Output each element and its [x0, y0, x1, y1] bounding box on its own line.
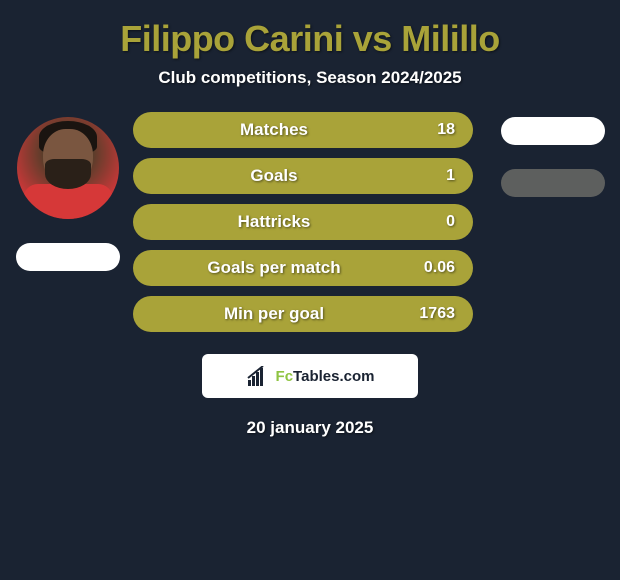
right-avatar-column: [495, 112, 610, 221]
brand-text: FcTables.com: [276, 368, 375, 385]
stat-value: 0.06: [415, 259, 455, 277]
brand-prefix: Fc: [276, 368, 294, 385]
comparison-title: Filippo Carini vs Milillo: [0, 0, 620, 68]
stats-column: Matches 18 Goals 1 Hattricks 0 Goals per…: [125, 112, 495, 342]
avatar-beard: [45, 159, 91, 189]
date-text: 20 january 2025: [0, 418, 620, 438]
stat-label: Goals: [133, 166, 415, 186]
stat-value: 1: [415, 167, 455, 185]
stat-row-matches: Matches 18: [133, 112, 473, 148]
stat-label: Hattricks: [133, 212, 415, 232]
player1-pill: [16, 243, 120, 271]
stat-row-hattricks: Hattricks 0: [133, 204, 473, 240]
content-row: Matches 18 Goals 1 Hattricks 0 Goals per…: [0, 112, 620, 342]
avatar-shirt: [23, 184, 113, 219]
brand-badge: FcTables.com: [202, 354, 418, 398]
left-avatar-column: [10, 112, 125, 271]
stat-value: 1763: [415, 305, 455, 323]
stat-row-min-per-goal: Min per goal 1763: [133, 296, 473, 332]
subtitle: Club competitions, Season 2024/2025: [0, 68, 620, 88]
stat-label: Matches: [133, 120, 415, 140]
stat-value: 0: [415, 213, 455, 231]
brand-suffix: Tables.com: [293, 368, 374, 385]
brand-chart-icon: [246, 366, 270, 386]
player2-pill-bottom: [501, 169, 605, 197]
title-vs: vs: [353, 18, 392, 59]
stat-value: 18: [415, 121, 455, 139]
stat-row-goals: Goals 1: [133, 158, 473, 194]
stat-label: Min per goal: [133, 304, 415, 324]
player1-avatar: [17, 117, 119, 219]
stat-label: Goals per match: [133, 258, 415, 278]
stat-row-goals-per-match: Goals per match 0.06: [133, 250, 473, 286]
player2-pill-top: [501, 117, 605, 145]
player1-name: Filippo Carini: [120, 18, 343, 59]
player2-name: Milillo: [401, 18, 500, 59]
